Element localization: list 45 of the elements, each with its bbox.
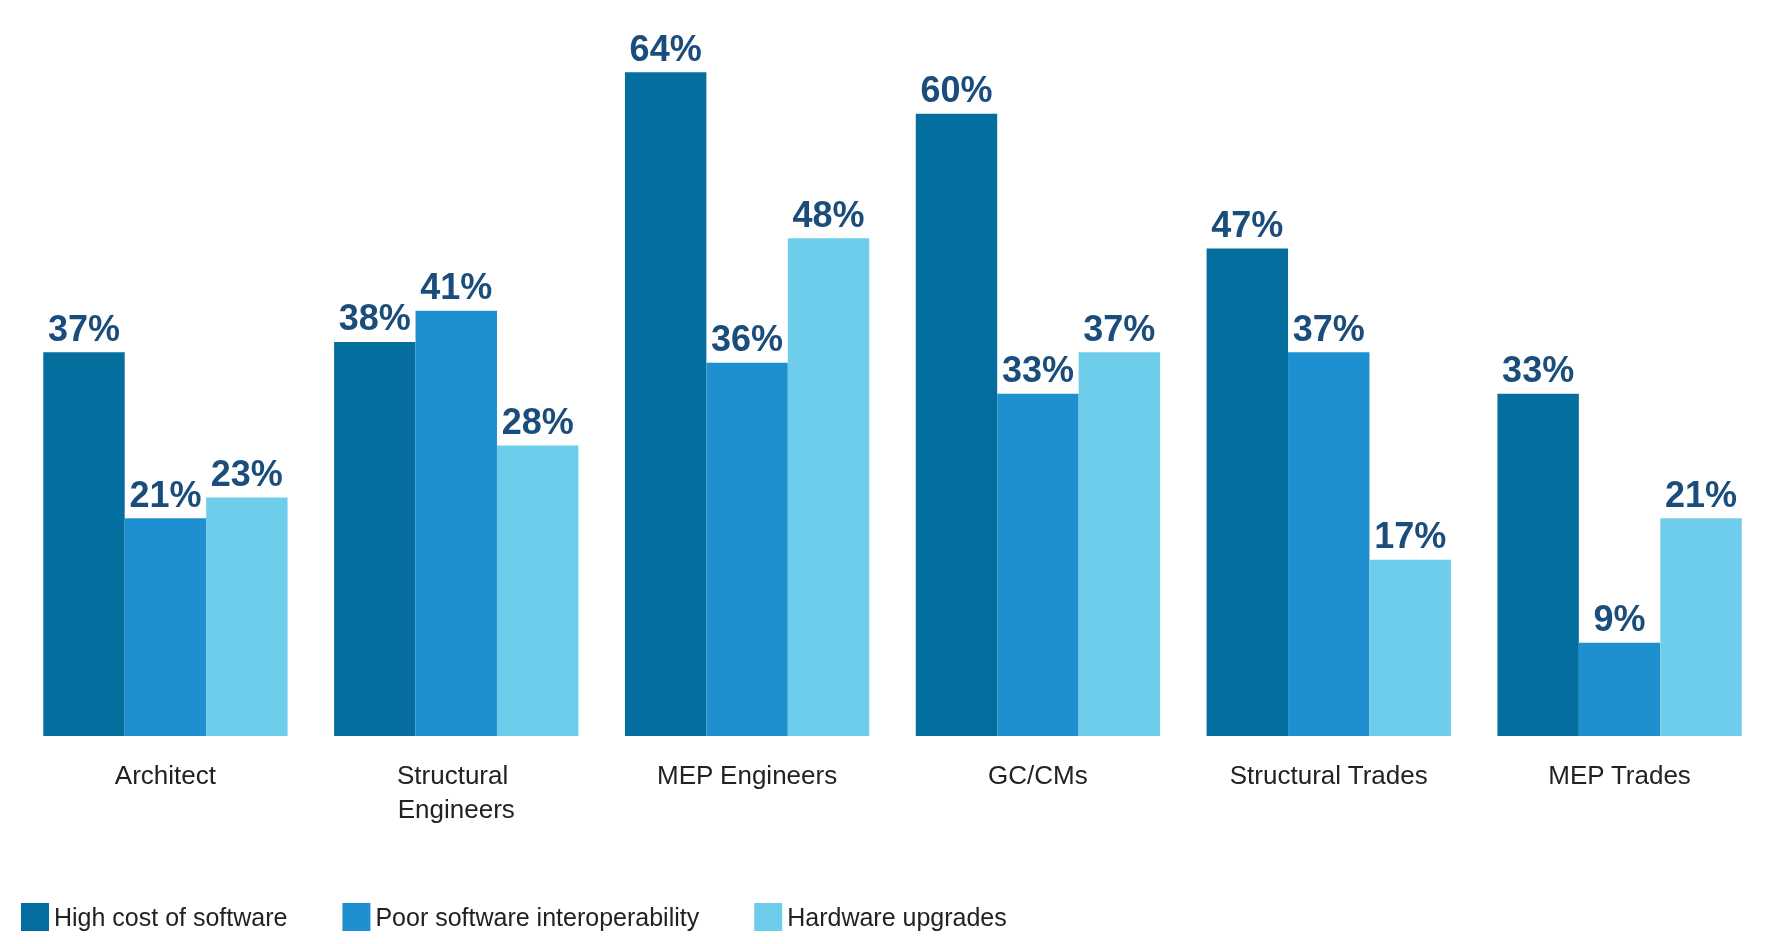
x-tick-label: Architect	[114, 760, 217, 790]
bar	[997, 393, 1079, 736]
data-label: 37%	[1083, 307, 1156, 349]
x-tick-label: Structural Trades	[1229, 760, 1428, 790]
bar	[43, 352, 125, 736]
data-label: 60%	[920, 69, 993, 111]
data-label: 33%	[1502, 349, 1575, 391]
data-label: 48%	[792, 193, 865, 235]
bar	[334, 341, 416, 736]
data-label: 41%	[420, 266, 493, 308]
bar	[1206, 248, 1289, 736]
bar	[206, 497, 288, 736]
bar	[415, 310, 497, 736]
bar	[1078, 352, 1161, 736]
bar	[124, 518, 207, 736]
bar	[1497, 393, 1579, 736]
x-tick-label: Structural Engineers	[397, 760, 516, 824]
bar	[1660, 518, 1742, 736]
data-label: 38%	[338, 297, 411, 339]
bar	[1288, 352, 1370, 736]
bar	[706, 362, 788, 736]
data-label: 21%	[1664, 473, 1738, 515]
data-label: 36%	[711, 318, 784, 360]
legend-label: Hardware upgrades	[787, 903, 1007, 931]
data-label: 9%	[1593, 598, 1646, 640]
bar	[1369, 559, 1451, 736]
data-label: 33%	[1001, 349, 1074, 391]
legend-label: High cost of software	[54, 903, 288, 931]
bar	[1578, 642, 1661, 736]
data-label: 21%	[129, 473, 202, 515]
x-tick-label: MEP Engineers	[657, 760, 838, 790]
data-label: 47%	[1211, 204, 1284, 246]
bar	[787, 238, 870, 736]
bar	[915, 113, 998, 736]
legend-label: Poor software interoperability	[375, 903, 700, 931]
data-label: 64%	[629, 27, 702, 69]
bar	[624, 72, 707, 736]
data-label: 23%	[210, 452, 283, 494]
data-label: 37%	[47, 307, 121, 349]
data-label: 37%	[1292, 307, 1365, 349]
data-label: 28%	[501, 401, 574, 443]
bar	[496, 445, 579, 736]
x-tick-label: GC/CMs	[988, 760, 1088, 790]
x-tick-label: MEP Trades	[1548, 760, 1691, 790]
data-label: 17%	[1374, 515, 1447, 557]
